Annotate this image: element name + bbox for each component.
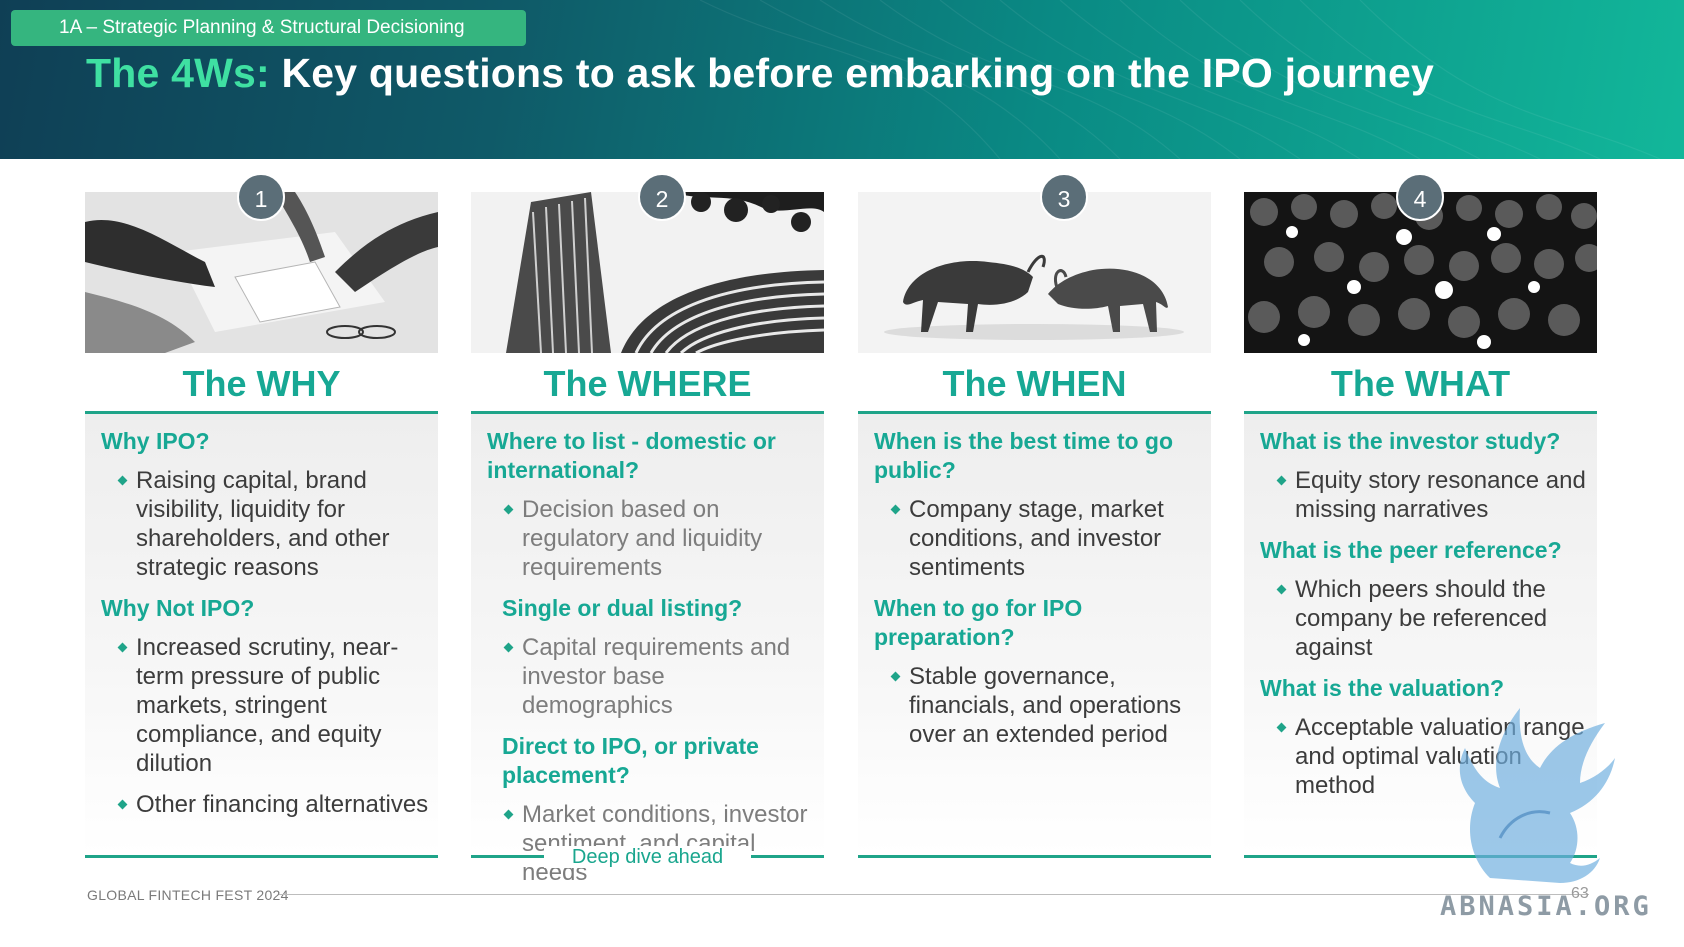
divider <box>85 411 438 414</box>
bullet: Which peers should the company be refere… <box>1260 575 1590 662</box>
divider <box>1244 855 1597 858</box>
question: What is the peer reference? <box>1260 537 1562 563</box>
question: What is the valuation? <box>1260 675 1505 701</box>
bullet: Market conditions, investor sentiment, a… <box>487 800 817 887</box>
divider <box>85 855 438 858</box>
page-number: 63 <box>1571 885 1589 902</box>
footer-divider <box>279 894 1589 895</box>
bullet: Increased scrutiny, near-term pressure o… <box>101 633 431 778</box>
title-accent: The 4Ws: <box>86 50 270 96</box>
column-what: 4 The WHAT What is the inv <box>1244 159 1597 859</box>
column-content: Why IPO? Raising capital, brand visibili… <box>101 427 431 831</box>
bullet: Company stage, market conditions, and in… <box>874 495 1204 582</box>
question: Single or dual listing? <box>502 595 743 621</box>
business-meeting-photo <box>85 192 438 353</box>
column-title: The WHERE <box>543 363 752 404</box>
footer-event: GLOBAL FINTECH FEST 2024 <box>87 887 289 903</box>
divider <box>858 855 1211 858</box>
question: When to go for IPO preparation? <box>874 595 1083 650</box>
bullet: Stable governance, financials, and opera… <box>874 662 1204 749</box>
question: Why IPO? <box>101 428 210 454</box>
griffin-logo-icon <box>1459 708 1615 883</box>
bullet: Acceptable valuation range and optimal v… <box>1260 713 1590 800</box>
number-badge: 2 <box>638 173 686 221</box>
column-title: The WHAT <box>1330 363 1511 404</box>
bullet: Capital requirements and investor base d… <box>487 633 817 720</box>
column-title: The WHEN <box>942 363 1127 404</box>
bullet: Equity story resonance and missing narra… <box>1260 466 1590 524</box>
divider <box>858 411 1211 414</box>
bullet: Decision based on regulatory and liquidi… <box>487 495 817 582</box>
column-content: What is the investor study? Equity story… <box>1260 427 1590 812</box>
column-when: 3 The WHEN When is the best time to go p… <box>858 159 1211 859</box>
column-where: 2 The WHERE Where to list - <box>471 159 824 886</box>
bullet: Raising capital, brand visibility, liqui… <box>101 466 431 582</box>
press-photographers-photo <box>1244 192 1597 353</box>
watermark-text: ABNASIA.ORG <box>1440 891 1652 922</box>
divider <box>471 411 824 414</box>
deep-dive-text: Deep dive ahead <box>543 846 752 868</box>
column-content: When is the best time to go public? Comp… <box>874 427 1204 761</box>
column-panel <box>858 414 1211 855</box>
column-content: Where to list - domestic or internationa… <box>487 427 817 899</box>
question: Why Not IPO? <box>101 595 255 621</box>
question: What is the investor study? <box>1260 428 1561 454</box>
header-wave-pattern <box>699 0 1661 159</box>
number-badge: 1 <box>237 173 285 221</box>
slide-header: 1A – Strategic Planning & Structural Dec… <box>0 0 1684 159</box>
bullet: Other financing alternatives <box>101 790 431 819</box>
stock-exchange-building-photo <box>471 192 824 353</box>
column-title: The WHY <box>182 363 341 404</box>
section-tag: 1A – Strategic Planning & Structural Dec… <box>11 10 526 46</box>
number-badge: 3 <box>1040 173 1088 221</box>
divider <box>1244 411 1597 414</box>
title-text: Key questions to ask before embarking on… <box>281 50 1435 96</box>
slide-title: The 4Ws: Key questions to ask before emb… <box>86 50 1434 97</box>
question: Where to list - domestic or internationa… <box>487 428 776 483</box>
question: When is the best time to go public? <box>874 428 1174 483</box>
column-why: 1 The WHY Why IPO? Raising capital, bran… <box>85 159 438 859</box>
deep-dive-label: Deep dive ahead <box>471 846 824 868</box>
number-badge: 4 <box>1396 173 1444 221</box>
bull-and-bear-photo <box>858 192 1211 353</box>
question: Direct to IPO, or private placement? <box>502 733 759 788</box>
